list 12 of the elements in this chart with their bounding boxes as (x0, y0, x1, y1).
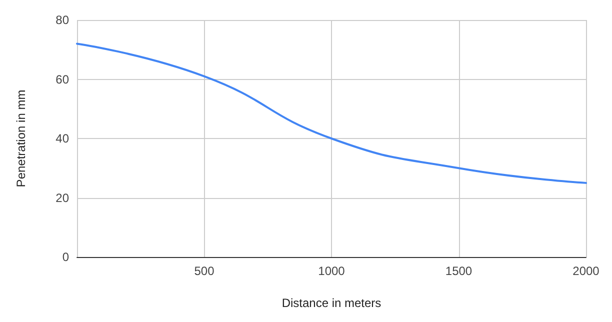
y-tick-label: 0 (62, 250, 70, 264)
x-tick-label: 500 (194, 264, 215, 278)
y-tick-label: 80 (56, 13, 70, 27)
line-series (76, 42, 587, 184)
y-tick-label: 40 (56, 132, 70, 146)
y-tick-label: 20 (56, 190, 70, 205)
x-tick-label: 1500 (445, 264, 472, 278)
x-tick-label: 1000 (318, 264, 346, 278)
x-tick-label: 2000 (572, 264, 600, 278)
y-axis-title: Penetration in mm (14, 90, 28, 188)
x-axis-title: Distance in meters (282, 296, 382, 310)
y-tick-label: 60 (56, 72, 70, 86)
